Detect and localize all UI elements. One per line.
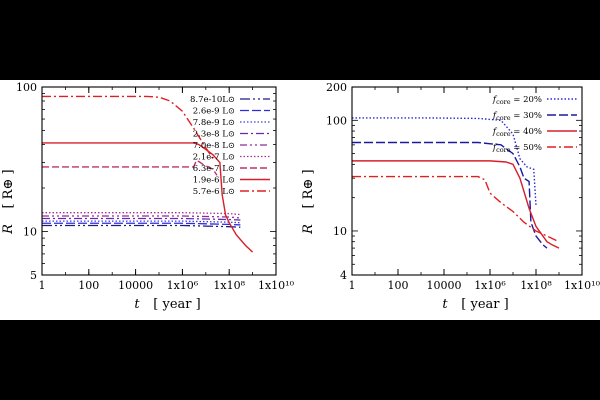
y-tick-label: 5 xyxy=(30,269,37,282)
series-line-4 xyxy=(42,217,241,221)
series-line-5 xyxy=(42,215,241,219)
x-axis-unit: [ year ] xyxy=(153,297,200,312)
y-tick-label: 10 xyxy=(23,226,37,239)
series-line-1 xyxy=(352,117,537,206)
y-axis-label: R xyxy=(301,224,316,235)
series-line-4 xyxy=(352,175,560,243)
legend-label: fcore = 50% xyxy=(492,143,542,154)
x-tick-label: 1x10¹⁰ xyxy=(258,279,295,292)
legend: fcore = 20% fcore = 30% fcore = 40% fcore =… xyxy=(492,95,577,154)
legend-label: fcore = 30% xyxy=(492,111,542,122)
x-axis-label: t xyxy=(442,297,448,312)
legend-label: 2.3e-8 L⊙ xyxy=(193,130,235,140)
legend-label: 5.7e-6 L⊙ xyxy=(193,187,235,197)
x-tick-label: 1x10⁶ xyxy=(167,279,199,292)
series-line-7 xyxy=(42,159,218,176)
plot-frame xyxy=(351,86,583,276)
legend-label: fcore = 20% xyxy=(492,95,542,106)
legend-label: 2.1e-7 L⊙ xyxy=(193,153,235,163)
series-line-8 xyxy=(42,142,254,253)
y-tick-label: 100 xyxy=(326,114,347,127)
y-axis-label: R xyxy=(1,224,16,235)
legend-label: 1.9e-6 L⊙ xyxy=(193,176,235,186)
x-tick-label: 1 xyxy=(39,279,46,292)
y-tick-label: 100 xyxy=(16,81,37,94)
x-tick-label: 1x10⁸ xyxy=(520,279,552,292)
chart-left: 1 100 10000 1x10⁶ 1x10⁸ 1x10¹⁰ 5 10 100 t [ year ]… xyxy=(1,81,295,312)
x-axis-label: t xyxy=(134,297,140,312)
y-axis-unit: [ R⊕ ] xyxy=(1,169,16,208)
legend-label: 8.7e-10L⊙ xyxy=(190,95,235,105)
y-tick-label: 4 xyxy=(340,269,347,282)
series-line-2 xyxy=(352,141,548,249)
x-tick-label: 10000 xyxy=(118,279,153,292)
legend-label: fcore = 40% xyxy=(492,127,542,138)
series-group xyxy=(352,117,560,249)
figure: 1 100 10000 1x10⁶ 1x10⁸ 1x10¹⁰ 5 10 100 t [ year ]… xyxy=(0,80,600,320)
legend-label: 7.8e-9 L⊙ xyxy=(193,118,235,128)
x-tick-label: 10000 xyxy=(427,279,462,292)
x-tick-label: 1 xyxy=(349,279,356,292)
legend-label: 2.6e-9 L⊙ xyxy=(193,107,235,117)
x-tick-label: 100 xyxy=(78,279,99,292)
y-tick-label: 10 xyxy=(333,225,347,238)
series-line-9 xyxy=(42,95,214,159)
legend-label: 7.0e-8 L⊙ xyxy=(193,141,235,151)
x-tick-label: 1x10⁶ xyxy=(474,279,506,292)
x-tick-label: 1x10⁸ xyxy=(213,279,245,292)
series-group xyxy=(42,95,254,253)
x-axis-unit: [ year ] xyxy=(461,297,508,312)
legend: 8.7e-10L⊙ 2.6e-9 L⊙7.8e-9 L⊙ 2.3e-8 L⊙7.0e… xyxy=(190,95,270,197)
series-line-3 xyxy=(42,220,241,224)
x-tick-label: 100 xyxy=(388,279,409,292)
y-axis-unit: [ R⊕ ] xyxy=(301,169,316,208)
legend-label: 6.3e-7 L⊙ xyxy=(193,164,235,174)
series-line-6 xyxy=(42,212,241,216)
plot-frame xyxy=(41,86,277,276)
series-line-1 xyxy=(42,224,241,228)
series-line-3 xyxy=(352,160,560,249)
series-line-2 xyxy=(42,222,241,226)
y-tick-label: 200 xyxy=(326,81,347,94)
x-tick-label: 1x10¹⁰ xyxy=(564,279,600,292)
chart-right: 1 100 10000 1x10⁶ 1x10⁸ 1x10¹⁰ 4 10 100 200 t [ yea… xyxy=(301,81,600,312)
